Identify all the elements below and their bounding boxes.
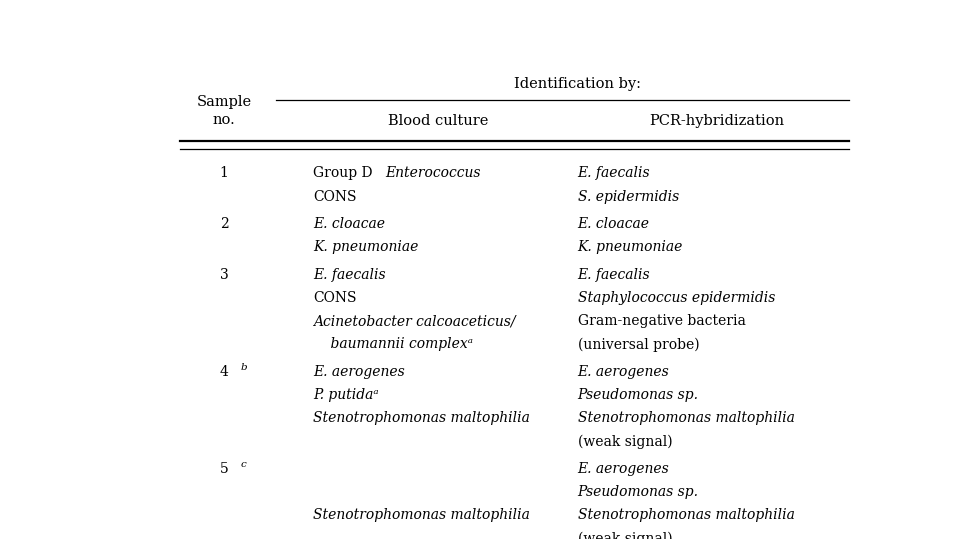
Text: P. putidaᵃ: P. putidaᵃ — [313, 388, 379, 402]
Text: PCR-hybridization: PCR-hybridization — [650, 114, 784, 128]
Text: Identification by:: Identification by: — [514, 77, 641, 91]
Text: Pseudomonas sp.: Pseudomonas sp. — [578, 388, 699, 402]
Text: Stenotrophomonas maltophilia: Stenotrophomonas maltophilia — [578, 411, 795, 425]
Text: S. epidermidis: S. epidermidis — [578, 190, 679, 204]
Text: E. faecalis: E. faecalis — [578, 167, 650, 181]
Text: Pseudomonas sp.: Pseudomonas sp. — [578, 485, 699, 499]
Text: K. pneumoniae: K. pneumoniae — [313, 240, 419, 254]
Text: Staphylococcus epidermidis: Staphylococcus epidermidis — [578, 291, 775, 305]
Text: Stenotrophomonas maltophilia: Stenotrophomonas maltophilia — [313, 411, 530, 425]
Text: 2: 2 — [220, 217, 228, 231]
Text: K. pneumoniae: K. pneumoniae — [578, 240, 683, 254]
Text: c: c — [241, 460, 247, 469]
Text: Enterococcus: Enterococcus — [386, 167, 481, 181]
Text: Acinetobacter calcoaceticus/: Acinetobacter calcoaceticus/ — [313, 314, 516, 328]
Text: 1: 1 — [220, 167, 228, 181]
Text: 5: 5 — [220, 462, 228, 476]
Text: 4: 4 — [220, 365, 228, 379]
Text: (universal probe): (universal probe) — [578, 337, 699, 352]
Text: Blood culture: Blood culture — [388, 114, 489, 128]
Text: E. faecalis: E. faecalis — [578, 268, 650, 282]
Text: Stenotrophomonas maltophilia: Stenotrophomonas maltophilia — [578, 508, 795, 522]
Text: CONS: CONS — [313, 190, 357, 204]
Text: Stenotrophomonas maltophilia: Stenotrophomonas maltophilia — [313, 508, 530, 522]
Text: E. aerogenes: E. aerogenes — [313, 365, 405, 379]
Text: E. cloacae: E. cloacae — [578, 217, 650, 231]
Text: 3: 3 — [220, 268, 228, 282]
Text: E. aerogenes: E. aerogenes — [578, 365, 669, 379]
Text: E. faecalis: E. faecalis — [313, 268, 386, 282]
Text: b: b — [241, 363, 247, 372]
Text: CONS: CONS — [313, 291, 357, 305]
Text: Sample
no.: Sample no. — [197, 95, 252, 127]
Text: Gram-negative bacteria: Gram-negative bacteria — [578, 314, 745, 328]
Text: (weak signal): (weak signal) — [578, 531, 672, 539]
Text: Group D: Group D — [313, 167, 377, 181]
Text: (weak signal): (weak signal) — [578, 434, 672, 449]
Text: E. cloacae: E. cloacae — [313, 217, 385, 231]
Text: baumannii complexᵃ: baumannii complexᵃ — [313, 337, 473, 351]
Text: E. aerogenes: E. aerogenes — [578, 462, 669, 476]
